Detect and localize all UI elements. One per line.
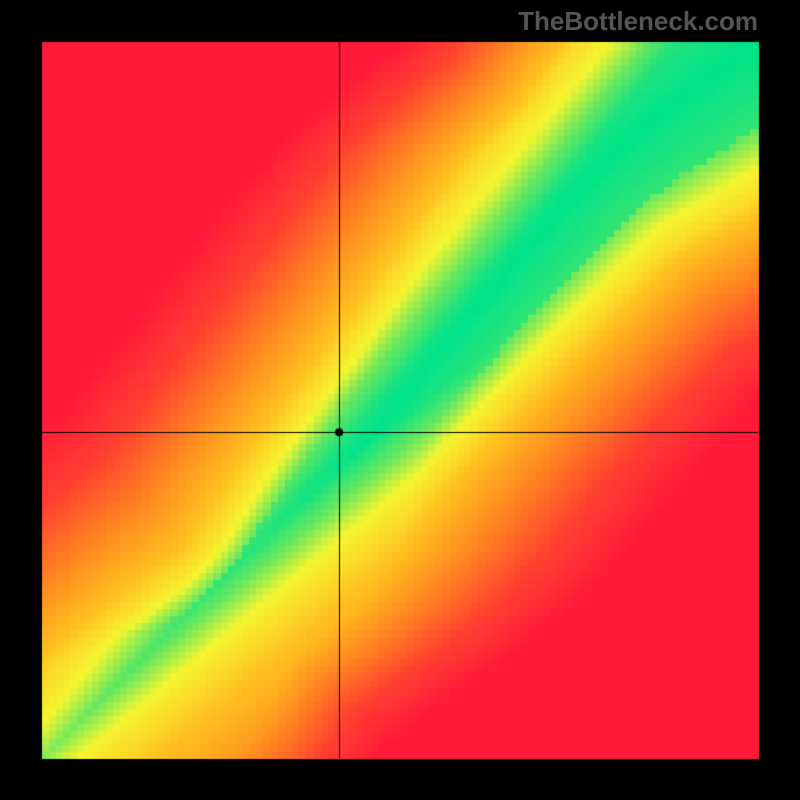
- bottleneck-heatmap: [0, 0, 800, 800]
- chart-container: TheBottleneck.com: [0, 0, 800, 800]
- watermark-text: TheBottleneck.com: [518, 6, 758, 37]
